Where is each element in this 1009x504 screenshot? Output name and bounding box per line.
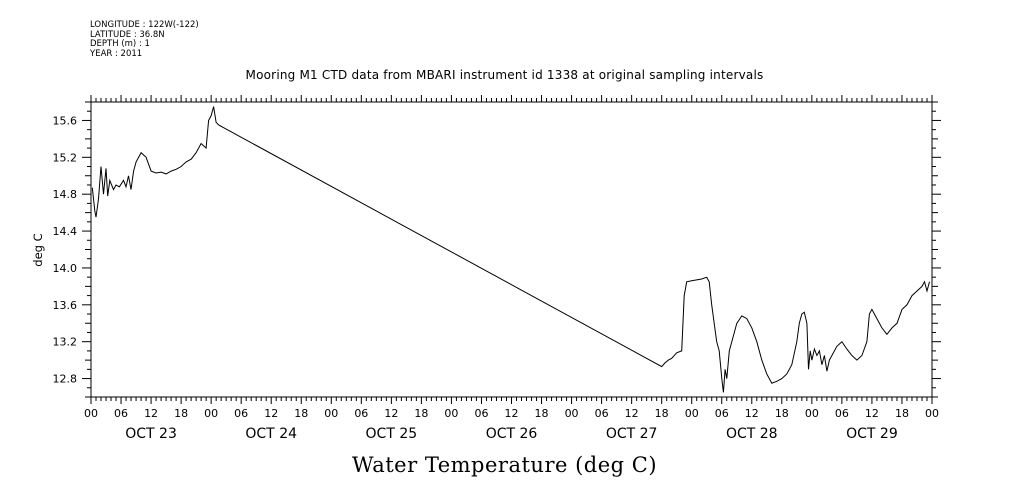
y-tick-label: 14.8: [53, 188, 78, 201]
x-tick-label: 00: [565, 407, 579, 420]
x-tick-label: 06: [715, 407, 729, 420]
x-day-label: OCT 23: [125, 426, 177, 442]
x-tick-label: 12: [264, 407, 278, 420]
year-text: YEAR : 2011: [90, 48, 143, 59]
depth-text: DEPTH (m) : 1: [90, 39, 150, 50]
y-tick-label: 12.8: [53, 373, 78, 386]
x-tick-label: 18: [655, 407, 669, 420]
x-tick-label: 00: [444, 407, 458, 420]
x-tick-label: 06: [114, 407, 128, 420]
y-tick-label: 14.4: [53, 225, 78, 238]
x-tick-label: 00: [685, 407, 699, 420]
chart-title: Mooring M1 CTD data from MBARI instrumen…: [245, 68, 764, 82]
x-tick-label: 06: [835, 407, 849, 420]
series-line: [91, 106, 930, 393]
x-day-label: OCT 24: [245, 426, 297, 442]
x-tick-label: 18: [535, 407, 549, 420]
y-tick-label: 15.2: [53, 151, 78, 164]
x-tick-label: 00: [925, 407, 939, 420]
x-tick-label: 00: [805, 407, 819, 420]
x-day-label: OCT 27: [606, 426, 658, 442]
x-tick-label: 12: [144, 407, 158, 420]
x-day-label: OCT 26: [486, 426, 538, 442]
x-day-label: OCT 28: [726, 426, 778, 442]
x-tick-label: 06: [474, 407, 488, 420]
x-tick-label: 12: [625, 407, 639, 420]
x-tick-label: 12: [865, 407, 879, 420]
x-tick-label: 18: [895, 407, 909, 420]
x-tick-label: 00: [84, 407, 98, 420]
y-tick-label: 15.6: [53, 114, 78, 127]
y-tick-label: 13.6: [53, 299, 78, 312]
metadata-block: LONGITUDE : 122W(-122) LATITUDE : 36.8N …: [90, 20, 199, 59]
longitude-text: LONGITUDE : 122W(-122): [90, 20, 199, 30]
x-tick-label: 06: [234, 407, 248, 420]
y-tick-label: 14.0: [53, 262, 78, 275]
x-day-label: OCT 29: [846, 426, 898, 442]
x-tick-label: 06: [354, 407, 368, 420]
plot-frame: [90, 101, 933, 398]
x-tick-label: 12: [745, 407, 759, 420]
x-tick-label: 18: [174, 407, 188, 420]
x-tick-label: 12: [384, 407, 398, 420]
latitude-text: LATITUDE : 36.8N: [90, 29, 165, 40]
x-tick-label: 18: [414, 407, 428, 420]
x-tick-label: 18: [294, 407, 308, 420]
x-tick-label: 00: [324, 407, 338, 420]
y-tick-label: 13.2: [53, 336, 78, 349]
x-day-label: OCT 25: [366, 426, 418, 442]
x-tick-label: 06: [595, 407, 609, 420]
x-axis-label: Water Temperature (deg C): [351, 453, 658, 477]
x-tick-label: 18: [775, 407, 789, 420]
x-tick-label: 12: [505, 407, 519, 420]
x-tick-label: 00: [204, 407, 218, 420]
